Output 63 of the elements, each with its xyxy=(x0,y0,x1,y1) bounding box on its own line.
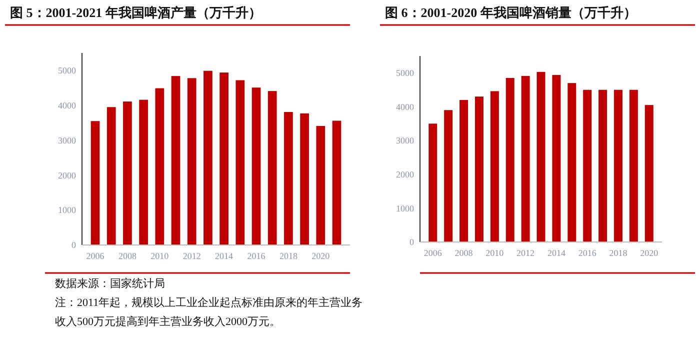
bar xyxy=(583,90,592,242)
source-note: 数据来源：国家统计局 xyxy=(55,277,165,290)
chart-title: 图 5：2001-2021 年我国啤酒产量（万千升） xyxy=(10,5,262,20)
y-tick-label: 4000 xyxy=(58,100,76,111)
bar xyxy=(428,124,438,242)
bar xyxy=(171,76,180,245)
bar xyxy=(598,90,608,242)
y-tick-label: 4000 xyxy=(396,102,414,112)
x-tick-label: 2008 xyxy=(454,248,474,258)
bar xyxy=(155,88,164,245)
x-tick-label: 2010 xyxy=(150,251,170,261)
bar xyxy=(252,88,261,245)
x-tick-label: 2020 xyxy=(640,248,659,258)
bar xyxy=(90,121,100,245)
x-tick-label: 2020 xyxy=(312,251,330,261)
bar xyxy=(332,120,342,245)
y-tick-label: 2000 xyxy=(396,170,414,180)
y-tick-label: 0 xyxy=(72,240,76,250)
bar xyxy=(536,72,546,242)
x-tick-label: 2012 xyxy=(182,251,201,261)
bar xyxy=(284,112,293,245)
bar xyxy=(316,126,326,245)
y-tick-label: 5000 xyxy=(396,68,414,78)
bar xyxy=(552,74,561,242)
text: 注：2011年起，规模以上工业企业起点标准由原来的年主营业务收入500万元提高到年主营业务收入2000万元。 xyxy=(55,296,363,328)
bar xyxy=(236,80,245,245)
bar xyxy=(268,91,277,245)
y-tick-label: 3000 xyxy=(58,135,76,146)
bar xyxy=(220,72,228,245)
y-tick-label: 2000 xyxy=(58,170,76,180)
y-tick-label: 0 xyxy=(410,237,414,248)
x-tick-label: 2014 xyxy=(547,248,566,258)
x-tick-label: 2012 xyxy=(516,248,535,258)
bar xyxy=(644,105,654,242)
x-tick-label: 2016 xyxy=(247,251,266,261)
bar xyxy=(444,110,453,242)
x-tick-label: 2006 xyxy=(424,248,442,258)
x-tick-label: 2014 xyxy=(215,251,234,261)
x-tick-label: 2008 xyxy=(118,251,137,261)
x-tick-label: 2006 xyxy=(86,251,105,261)
y-tick-label: 1000 xyxy=(396,203,414,214)
bar xyxy=(204,70,212,245)
bar xyxy=(460,100,468,242)
bar xyxy=(568,83,576,242)
bar xyxy=(474,96,484,242)
x-tick-label: 2018 xyxy=(279,251,298,261)
bar xyxy=(629,90,638,242)
bar xyxy=(614,90,622,242)
y-tick-label: 1000 xyxy=(58,205,76,216)
bar xyxy=(490,91,499,242)
x-tick-label: 2016 xyxy=(578,248,597,258)
x-tick-label: 2018 xyxy=(609,248,628,258)
bar xyxy=(300,113,309,245)
bar xyxy=(187,78,196,245)
y-tick-label: 5000 xyxy=(58,66,76,76)
bar xyxy=(506,78,514,242)
bar xyxy=(123,102,132,245)
bar xyxy=(521,76,530,242)
y-tick-label: 3000 xyxy=(396,136,414,146)
x-tick-label: 2010 xyxy=(486,248,504,258)
bar xyxy=(139,100,148,245)
bar xyxy=(106,107,116,245)
chart-title: 图 6：2001-2020 年我国啤酒销量（万千升） xyxy=(385,5,636,20)
